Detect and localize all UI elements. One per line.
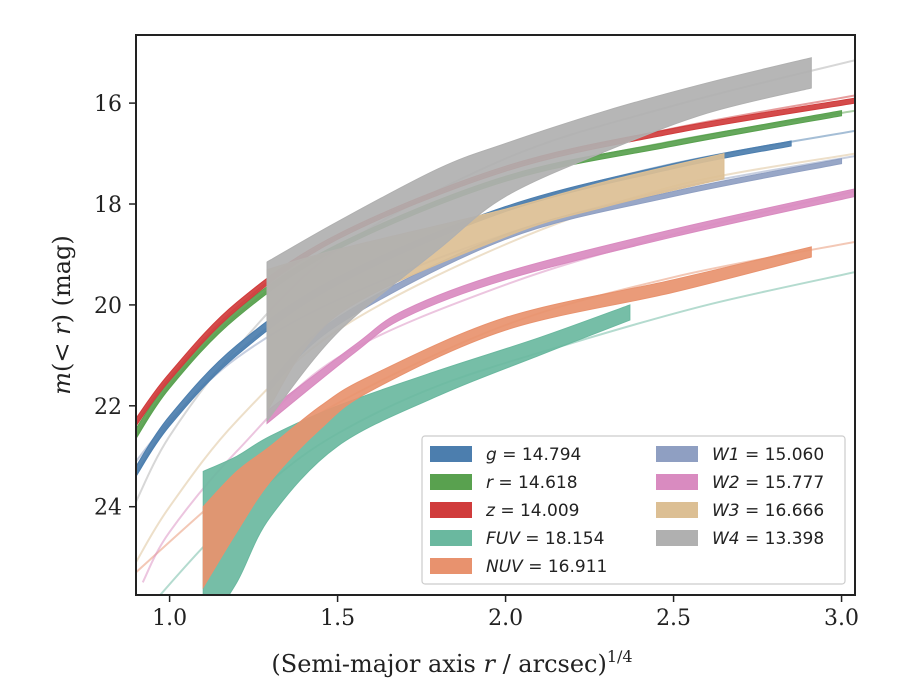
x-tick-label: 1.0 — [152, 606, 187, 631]
legend-label-w4: W4 = 13.398 — [712, 529, 824, 549]
legend-swatch-g — [430, 446, 472, 462]
legend-label-g: g = 14.794 — [486, 445, 581, 465]
legend-label-w1: W1 = 15.060 — [712, 445, 824, 465]
legend-swatch-w4 — [656, 530, 698, 546]
y-tick-label: 22 — [94, 395, 122, 420]
plot-frame — [135, 34, 856, 596]
data-band-w4 — [266, 57, 812, 423]
legend-swatch-w1 — [656, 446, 698, 462]
legend-label-w3: W3 = 16.666 — [712, 501, 824, 521]
x-axis-ticks: 1.0 1.5 2.0 2.5 3.0 — [152, 595, 859, 631]
data-band-w1 — [266, 157, 843, 395]
legend: g = 14.794 r = 14.618 z = 14.009 FUV = 18.1… — [421, 435, 846, 585]
legend-frame — [421, 435, 846, 585]
x-tick-label: 3.0 — [824, 606, 859, 631]
x-axis-label: (Semi-major axis r / arcsec)1/4 — [271, 647, 632, 678]
data-bands — [136, 57, 855, 595]
y-tick-label: 18 — [94, 193, 122, 218]
legend-swatch-nuv — [430, 558, 472, 574]
legend-label-nuv: NUV = 16.911 — [486, 557, 607, 577]
y-tick-label: 16 — [94, 92, 122, 117]
data-band-nuv — [202, 246, 812, 590]
legend-label-z: z = 14.009 — [485, 501, 579, 521]
legend-label-w2: W2 = 15.777 — [712, 473, 824, 493]
legend-swatch-fuv — [430, 530, 472, 546]
legend-swatch-r — [430, 474, 472, 490]
x-tick-label: 1.5 — [320, 606, 355, 631]
legend-swatch-w3 — [656, 502, 698, 518]
legend-label-fuv: FUV = 18.154 — [486, 529, 604, 549]
legend-swatch-w2 — [656, 474, 698, 490]
legend-swatch-z — [430, 502, 472, 518]
x-axis-label-variable: r — [483, 650, 496, 678]
x-tick-label: 2.5 — [656, 606, 691, 631]
y-tick-label: 20 — [94, 294, 122, 319]
data-band-w2 — [266, 188, 855, 425]
y-tick-label: 24 — [94, 496, 122, 521]
y-axis-label: m(< r) (mag) — [48, 235, 76, 395]
x-axis-label-exponent: 1/4 — [607, 647, 633, 666]
x-tick-label: 2.0 — [488, 606, 523, 631]
y-axis-ticks: 16 18 20 22 24 — [94, 92, 136, 521]
legend-label-r: r = 14.618 — [486, 473, 578, 493]
